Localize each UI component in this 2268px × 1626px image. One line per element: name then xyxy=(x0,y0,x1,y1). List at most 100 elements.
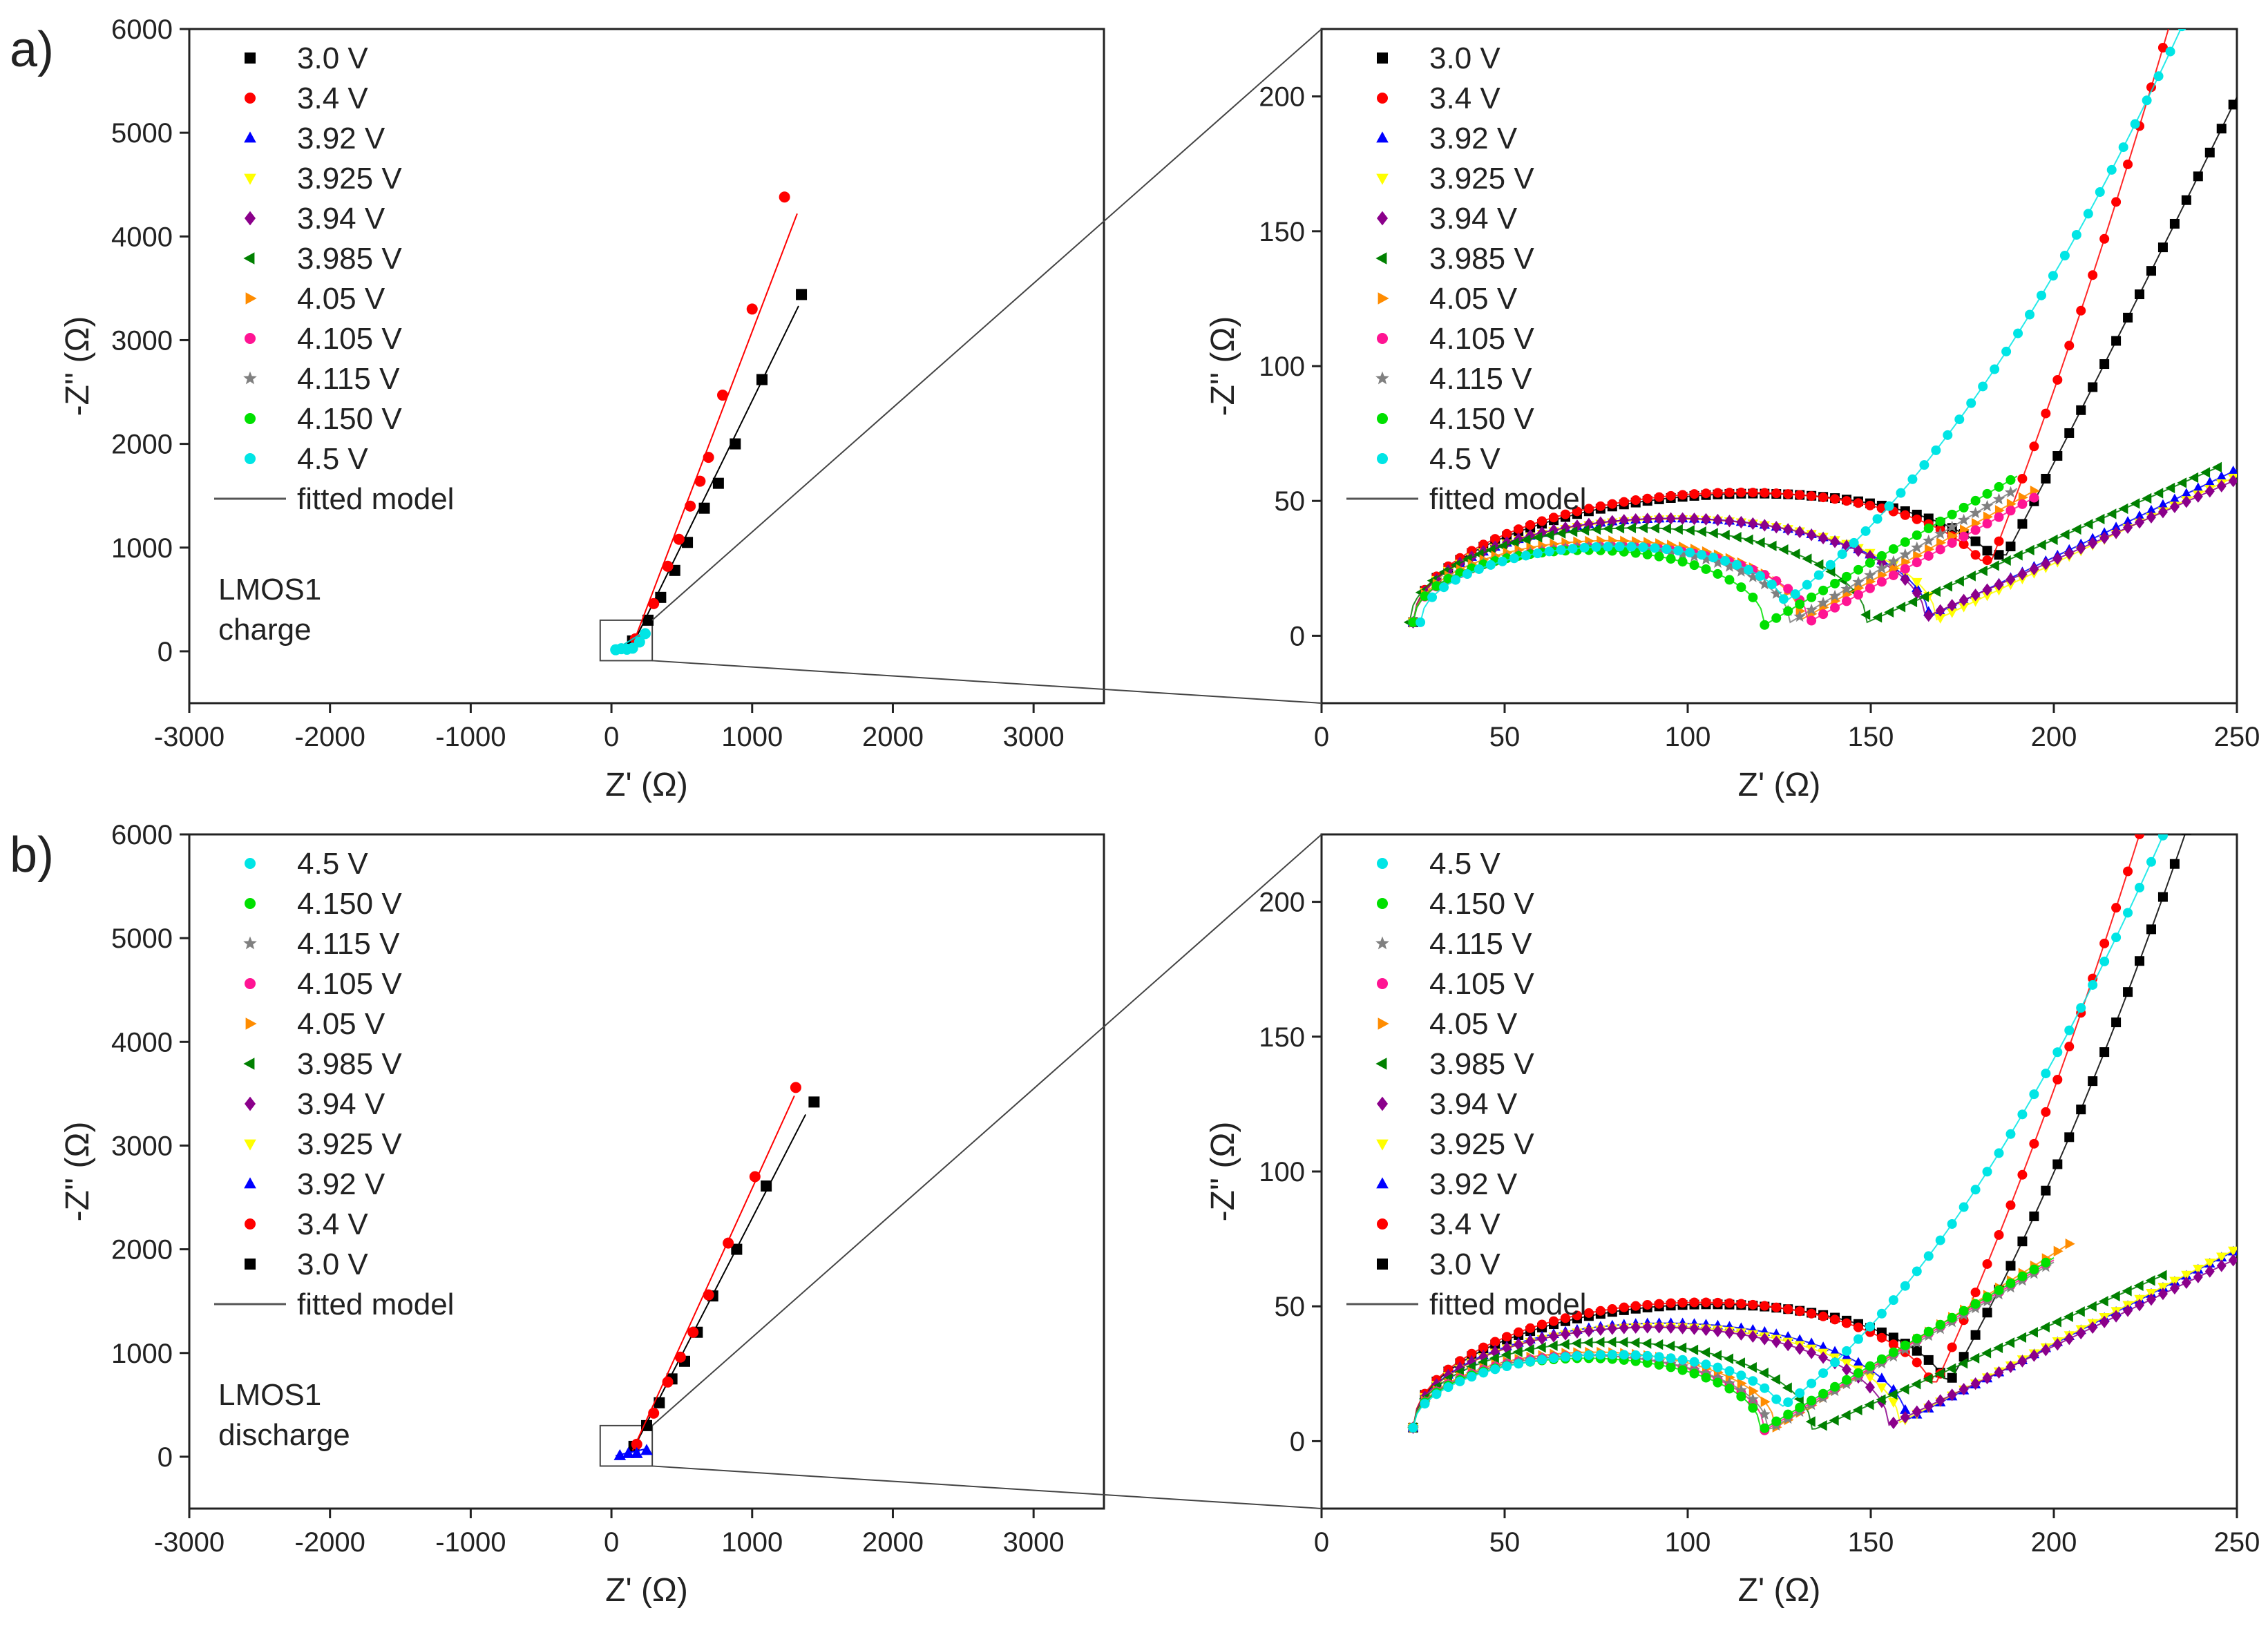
data-point xyxy=(1713,1297,1723,1308)
data-point xyxy=(1992,492,2005,505)
data-point xyxy=(2041,1257,2051,1268)
data-point xyxy=(2052,451,2063,461)
data-point xyxy=(2182,776,2191,786)
x-tick-label: -2000 xyxy=(295,722,365,752)
data-point xyxy=(1478,539,1489,550)
data-point xyxy=(1853,1368,1863,1378)
data-point xyxy=(2142,95,2152,106)
fit-line-3.985V xyxy=(1409,466,2219,624)
data-point xyxy=(1731,532,1742,543)
data-point xyxy=(1907,474,1918,484)
x-tick-label: 200 xyxy=(2031,722,2077,752)
fit-line-3.0V xyxy=(631,305,799,646)
data-point xyxy=(648,597,660,609)
legend-marker xyxy=(1377,1218,1388,1230)
data-point xyxy=(1947,1372,1957,1383)
data-point xyxy=(2135,956,2145,966)
data-point xyxy=(2017,1332,2027,1343)
data-point xyxy=(1994,1285,2004,1295)
legend-label: 3.925 V xyxy=(297,1127,402,1161)
chart-b-zoom: 0 50 100 150 200 250 0 50 100 150 200 Z' (Ω) -Z'' (Ω… xyxy=(1205,691,2260,1609)
x-tick-label: 2000 xyxy=(862,722,924,752)
data-point xyxy=(1723,1377,1736,1389)
data-point xyxy=(687,1326,699,1338)
data-point xyxy=(1982,488,1992,499)
data-point xyxy=(1970,1185,1981,1195)
data-point xyxy=(1408,1422,1418,1433)
data-point xyxy=(1896,488,1906,498)
legend-label: fitted model xyxy=(297,482,454,516)
data-point xyxy=(1677,1342,1687,1353)
legend-marker xyxy=(245,898,256,909)
data-point xyxy=(2017,1355,2028,1368)
data-point xyxy=(1701,564,1711,574)
legend-label: 3.4 V xyxy=(297,82,368,115)
data-point xyxy=(2146,1293,2156,1306)
data-point xyxy=(2005,475,2016,485)
data-point xyxy=(790,1082,801,1093)
data-point xyxy=(1912,586,1922,600)
data-point xyxy=(2146,857,2156,867)
data-point xyxy=(1830,535,1840,548)
data-point xyxy=(1677,1365,1688,1375)
data-point xyxy=(1614,522,1625,534)
data-point xyxy=(2123,1304,2133,1317)
y-tick-label: 5000 xyxy=(111,924,173,954)
data-point xyxy=(1900,573,1910,586)
data-point xyxy=(2122,516,2133,526)
data-point xyxy=(1748,488,1758,498)
data-point xyxy=(1795,1342,1805,1355)
data-point xyxy=(2135,1299,2145,1312)
data-point xyxy=(2157,499,2169,509)
data-point xyxy=(2157,43,2168,53)
data-point xyxy=(1474,564,1484,574)
legend-marker xyxy=(245,1017,257,1030)
data-point xyxy=(1888,1332,1898,1343)
legend-marker xyxy=(245,1218,256,1230)
data-point xyxy=(1853,1357,1864,1367)
data-point xyxy=(1853,544,1863,557)
data-point xyxy=(1947,1218,1957,1229)
data-point xyxy=(2004,486,2017,498)
data-point xyxy=(2170,3,2180,12)
data-point xyxy=(1594,1337,1605,1348)
data-point xyxy=(1619,1350,1629,1360)
data-point xyxy=(2169,500,2180,513)
data-point xyxy=(1923,534,1935,546)
data-point xyxy=(1665,1340,1675,1352)
legend-marker xyxy=(1376,1177,1389,1189)
legend-label: fitted model xyxy=(1429,1288,1586,1321)
legend-label: 4.150 V xyxy=(1429,887,1534,921)
data-point xyxy=(1795,526,1805,539)
legend-label: 3.985 V xyxy=(297,1047,402,1081)
data-point xyxy=(1595,1350,1605,1360)
data-point xyxy=(2111,932,2122,943)
chart-b-full: -3000 -2000 -1000 0 1000 2000 3000 0 1000 2000 300… xyxy=(59,820,1105,1609)
legend-marker xyxy=(243,1058,255,1070)
data-point xyxy=(1666,554,1676,564)
data-point xyxy=(1830,1314,1840,1325)
data-point xyxy=(1708,553,1719,563)
data-point xyxy=(2041,408,2051,419)
data-point xyxy=(1630,1337,1640,1348)
data-point xyxy=(1829,589,1841,602)
data-point xyxy=(1994,1148,2004,1158)
data-point xyxy=(1805,1416,1816,1427)
data-point xyxy=(1606,1337,1617,1348)
data-point xyxy=(1807,1395,1817,1406)
data-point xyxy=(2088,270,2098,280)
data-point xyxy=(1572,1350,1582,1361)
data-point xyxy=(1842,571,1852,582)
y-axis-title: -Z'' (Ω) xyxy=(59,316,96,417)
data-point xyxy=(2217,691,2227,701)
data-point xyxy=(1443,1382,1454,1393)
data-point xyxy=(1807,1308,1817,1319)
data-point xyxy=(1537,1355,1547,1365)
data-point xyxy=(731,1243,743,1255)
data-point xyxy=(2083,209,2093,219)
data-point xyxy=(2012,550,2023,561)
y-tick-label: 4000 xyxy=(111,1027,173,1058)
data-point xyxy=(1958,1358,1968,1369)
data-point xyxy=(1677,1321,1688,1335)
y-tick-label: 3000 xyxy=(111,1131,173,1161)
